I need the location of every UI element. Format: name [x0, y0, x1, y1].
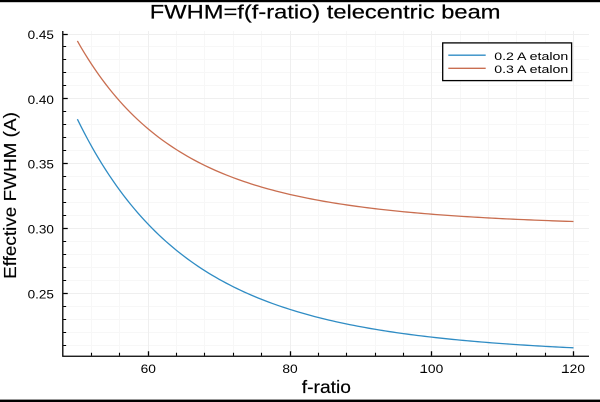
svg-text:0.25: 0.25	[28, 287, 54, 301]
svg-text:0.3 A etalon: 0.3 A etalon	[494, 62, 568, 75]
svg-text:100: 100	[420, 362, 443, 376]
svg-text:0.30: 0.30	[28, 222, 54, 236]
svg-text:0.2 A etalon: 0.2 A etalon	[494, 49, 568, 62]
svg-text:f-ratio: f-ratio	[302, 377, 351, 397]
svg-text:120: 120	[562, 362, 585, 376]
svg-text:0.35: 0.35	[28, 157, 54, 171]
svg-text:0.40: 0.40	[28, 92, 54, 106]
svg-text:60: 60	[141, 362, 156, 376]
svg-text:0.45: 0.45	[28, 28, 54, 42]
svg-text:FWHM=f(f-ratio) telecentric be: FWHM=f(f-ratio) telecentric beam	[150, 1, 501, 23]
svg-text:80: 80	[282, 362, 297, 376]
svg-text:Effective FWHM (A): Effective FWHM (A)	[0, 112, 20, 279]
